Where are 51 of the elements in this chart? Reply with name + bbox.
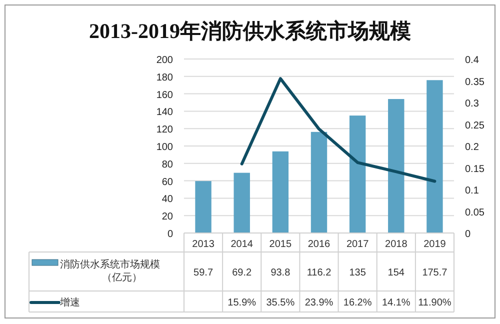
data-label: 69.2 xyxy=(232,268,252,278)
y2-tick-label: 0.3 xyxy=(465,98,480,110)
x-tick-label: 2013 xyxy=(192,239,215,250)
legend-label: 消防供水系统市场规模（亿元） xyxy=(60,258,160,284)
data-label: 135 xyxy=(349,268,366,278)
y-tick-label: 40 xyxy=(162,194,174,206)
y2-tick-label: 0.05 xyxy=(465,207,485,218)
y2-tick-label: 0.1 xyxy=(465,186,480,196)
y-tick-label: 140 xyxy=(156,107,174,118)
y2-tick-label: 0.35 xyxy=(465,76,485,88)
data-label: 16.2% xyxy=(343,298,372,308)
x-tick-label: 2016 xyxy=(308,239,331,250)
x-tick-label: 2017 xyxy=(346,239,370,250)
y2-tick-label: 0 xyxy=(465,229,471,240)
y2-tick-label: 0.2 xyxy=(465,142,480,153)
legend-label: 增速 xyxy=(59,296,80,308)
data-label: 93.8 xyxy=(270,268,291,278)
bar xyxy=(426,80,443,233)
bar xyxy=(388,99,404,233)
y-tick-label: 0 xyxy=(167,229,174,240)
y-tick-label: 180 xyxy=(156,72,174,84)
y2-tick-label: 0.15 xyxy=(465,164,485,175)
y-tick-label: 160 xyxy=(156,90,174,101)
data-label: 59.7 xyxy=(194,268,214,278)
y-tick-label: 20 xyxy=(162,212,174,223)
y-tick-label: 60 xyxy=(162,176,174,188)
line-series xyxy=(240,77,436,183)
x-tick-label: 2015 xyxy=(269,239,292,250)
data-label: 116.2 xyxy=(306,268,332,278)
chart-title: 2013-2019年消防供水系统市场规模 xyxy=(89,19,411,43)
y2-tick-label: 0.4 xyxy=(465,55,480,66)
x-tick-label: 2018 xyxy=(385,239,408,250)
data-label: 154 xyxy=(388,268,405,278)
bar xyxy=(310,132,328,233)
y-tick-label: 80 xyxy=(162,159,174,170)
x-tick-label: 2019 xyxy=(424,239,446,250)
data-label: 23.9% xyxy=(304,298,334,308)
x-tick-label: 2014 xyxy=(230,239,254,250)
y2-tick-label: 0.25 xyxy=(465,120,485,132)
y-tick-label: 100 xyxy=(156,142,174,153)
data-label: 35.5% xyxy=(266,298,295,308)
y-tick-label: 200 xyxy=(156,55,174,66)
y-tick-label: 120 xyxy=(156,124,174,136)
bar xyxy=(195,181,212,233)
data-label: 15.9% xyxy=(228,298,256,308)
bar xyxy=(272,151,289,233)
bar xyxy=(234,172,250,233)
data-label: 11.90% xyxy=(418,298,452,308)
bar xyxy=(349,116,366,233)
data-label: 14.1% xyxy=(382,298,410,308)
data-label: 175.7 xyxy=(422,268,448,278)
